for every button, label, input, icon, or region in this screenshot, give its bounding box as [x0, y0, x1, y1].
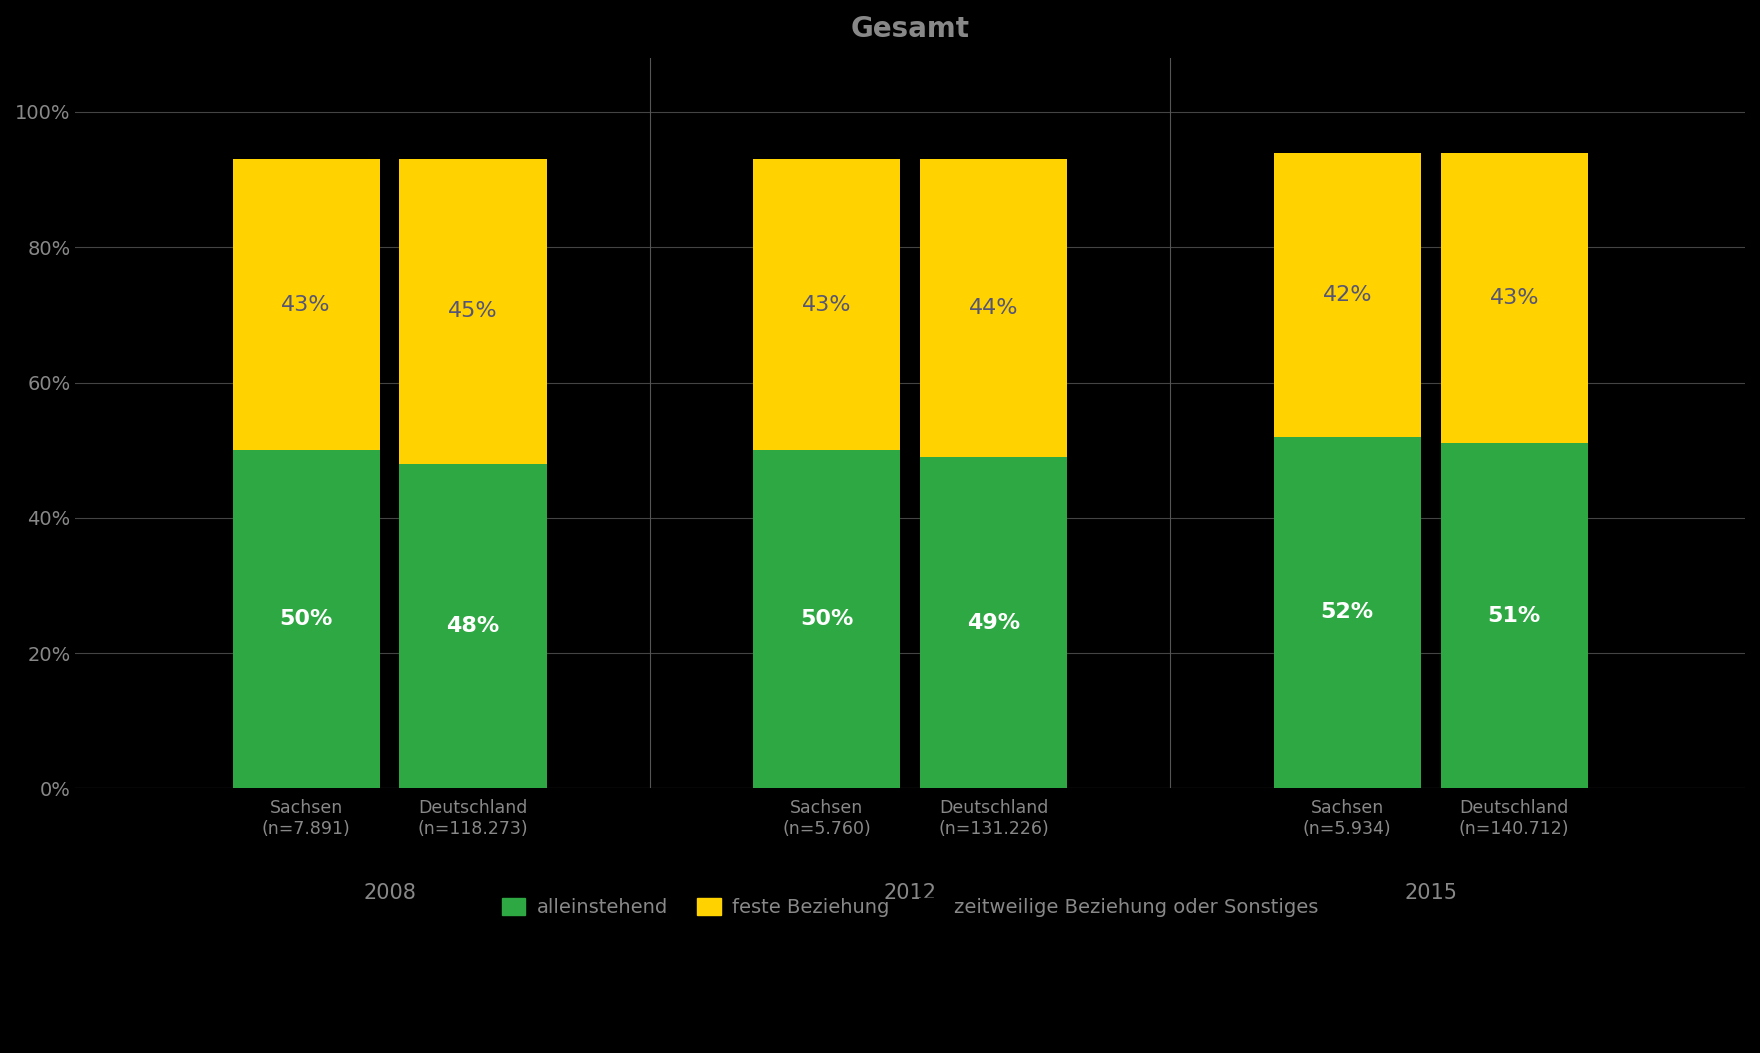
Text: 2008: 2008: [363, 883, 415, 903]
Title: Gesamt: Gesamt: [850, 15, 970, 43]
Legend: alleinstehend, feste Beziehung, zeitweilige Beziehung oder Sonstiges: alleinstehend, feste Beziehung, zeitweil…: [502, 898, 1318, 917]
Bar: [920, 159, 1067, 457]
Text: 2015: 2015: [1404, 883, 1457, 903]
Text: 49%: 49%: [966, 613, 1021, 633]
Bar: [1440, 443, 1588, 789]
Text: 48%: 48%: [447, 616, 500, 636]
Text: 45%: 45%: [449, 301, 498, 321]
Text: 52%: 52%: [1320, 602, 1375, 622]
Bar: [232, 451, 380, 789]
Bar: [1274, 153, 1420, 437]
Bar: [1274, 437, 1420, 789]
Bar: [753, 159, 901, 451]
Bar: [1440, 153, 1588, 443]
Text: 2012: 2012: [884, 883, 936, 903]
Text: 50%: 50%: [801, 610, 854, 630]
Text: 50%: 50%: [280, 610, 333, 630]
Bar: [400, 463, 547, 789]
Bar: [753, 451, 901, 789]
Text: 43%: 43%: [1489, 287, 1538, 307]
Text: 43%: 43%: [282, 295, 331, 315]
Bar: [920, 457, 1067, 789]
Text: 44%: 44%: [970, 298, 1019, 318]
Bar: [400, 159, 547, 463]
Text: 51%: 51%: [1487, 605, 1540, 625]
Text: 43%: 43%: [803, 295, 852, 315]
Bar: [232, 159, 380, 451]
Text: 42%: 42%: [1322, 284, 1373, 304]
